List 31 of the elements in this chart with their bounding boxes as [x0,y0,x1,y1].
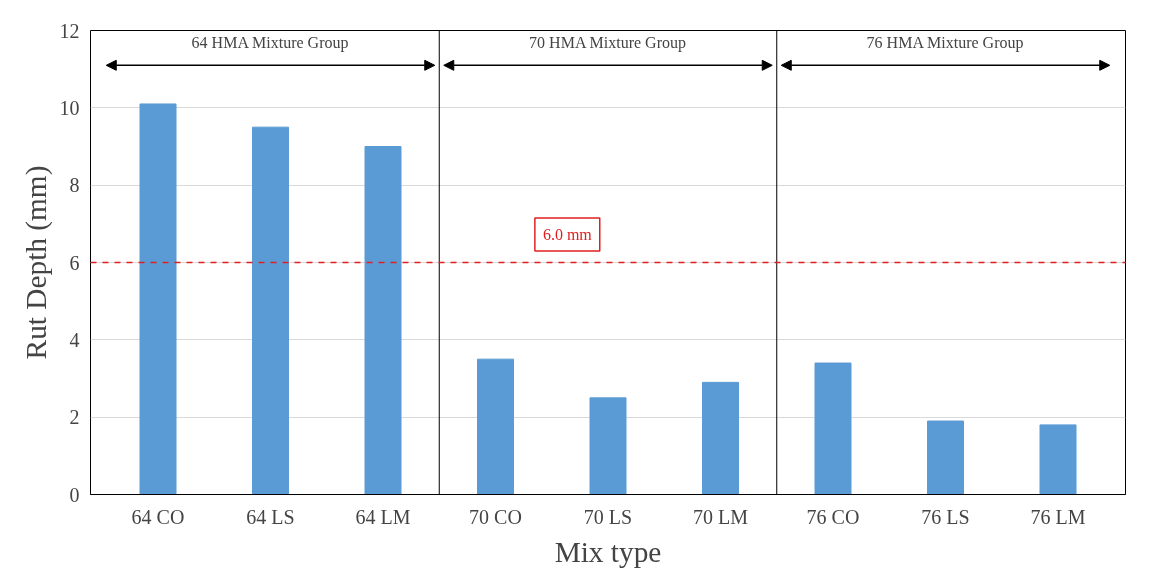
x-tick-label: 70 LS [583,505,633,528]
x-axis-title: Mix type [554,535,662,568]
annotation: 76 HMA Mixture Group [866,33,1024,52]
bar [1039,424,1077,495]
bar [702,381,739,495]
x-tick-label: 76 LS [921,505,970,528]
x-tick-label: 70 CO [469,505,522,528]
bar [252,126,289,495]
y-tick-label: 10 [59,96,80,119]
y-tick-label: 0 [69,483,80,506]
x-tick-label: 64 CO [131,505,185,528]
bar [139,103,177,495]
x-tick-label: 64 LS [246,505,295,528]
x-tick-label: 64 LM [355,505,411,528]
bar [477,358,514,495]
x-tick-label: 76 LM [1030,505,1086,528]
y-tick-label: 2 [69,406,80,429]
x-tick-label: 70 LM [693,505,749,528]
y-tick-label: 8 [69,174,80,197]
annotation: 64 HMA Mixture Group [191,33,349,52]
y-tick-label: 4 [69,328,80,351]
bar [364,146,402,495]
bar [814,362,852,495]
y-axis-title: Rut Depth (mm) [19,165,53,360]
x-tick-label: 76 CO [806,505,860,528]
y-tick-label: 6 [69,251,80,274]
y-tick-label: 12 [59,19,80,42]
ref-line-label: 6.0 mm [542,225,593,243]
annotation: 70 HMA Mixture Group [529,33,687,52]
bar [927,420,964,495]
bar [589,397,627,495]
